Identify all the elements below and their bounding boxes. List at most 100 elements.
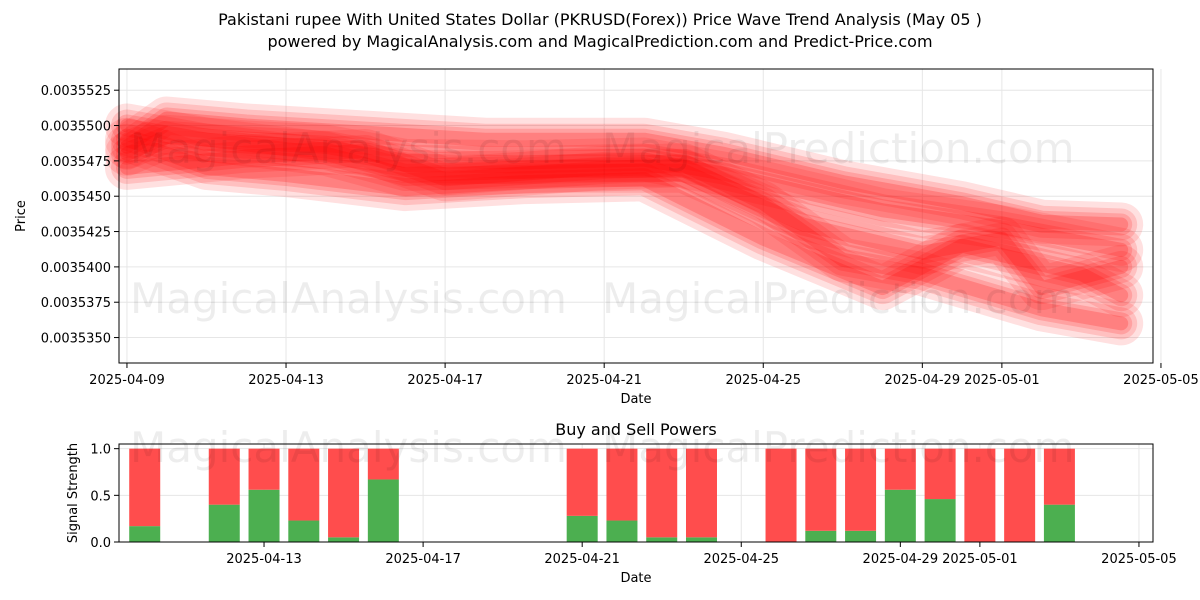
price-y-axis: 0.0035350 0.0035375 0.0035400 0.0035425 0.00… (41, 84, 119, 347)
buy-bar (248, 489, 280, 542)
signal-y-axis: 0.0 0.5 1.0 (90, 443, 119, 551)
sell-bar (884, 448, 916, 490)
price-x-tick-label: 2025-04-25 (725, 373, 801, 388)
signal-x-tick-label: 2025-05-05 (1101, 552, 1177, 567)
price-y-tick-label: 0.0035425 (41, 226, 111, 241)
price-wave-series-2 (120, 144, 1129, 331)
price-x-tick-label: 2025-04-13 (248, 373, 324, 388)
sell-bar (248, 448, 280, 490)
price-x-tick-label: 2025-04-09 (89, 373, 165, 388)
price-wave-series-4 (116, 107, 1133, 236)
price-wave-series-4 (111, 102, 1138, 241)
signal-y-tick-label: 0.0 (90, 536, 111, 551)
price-wave-series-3 (120, 132, 1129, 303)
sell-bar (566, 448, 598, 516)
signal-chart-title: Buy and Sell Powers (555, 420, 717, 439)
price-x-tick-label: 2025-05-05 (1123, 373, 1199, 388)
signal-y-axis-label: Signal Strength (66, 443, 81, 543)
signal-x-tick-label: 2025-05-01 (942, 552, 1018, 567)
buy-bar (606, 520, 638, 542)
price-wave-series-3 (111, 123, 1138, 312)
price-wave-series-2 (111, 135, 1138, 340)
buy-bar (208, 504, 240, 542)
sell-bar (646, 448, 678, 538)
price-x-axis-label: Date (620, 392, 651, 407)
watermark-prediction-2: MagicalPrediction.com (602, 274, 1075, 323)
price-wave-series-3 (116, 128, 1133, 307)
price-wave-series-0 (111, 120, 1138, 266)
price-y-tick-label: 0.0035500 (41, 120, 111, 135)
price-plot-frame (118, 68, 1154, 364)
buy-bar (845, 530, 877, 542)
price-y-tick-label: 0.0035525 (41, 84, 111, 99)
price-x-tick-label: 2025-05-01 (964, 373, 1040, 388)
buy-bar (129, 526, 161, 542)
price-y-tick-label: 0.0035350 (41, 332, 111, 347)
signal-x-tick-label: 2025-04-21 (544, 552, 620, 567)
buy-bar (924, 499, 956, 542)
watermark-analysis-1: MagicalAnalysis.com (130, 124, 567, 173)
signal-y-tick-label: 1.0 (90, 443, 111, 458)
sell-bar (765, 448, 797, 542)
buy-bar (1043, 504, 1075, 542)
price-y-tick-label: 0.0035450 (41, 190, 111, 205)
sell-bar (328, 448, 360, 538)
signal-plot-frame (118, 443, 1154, 543)
signal-bars (129, 448, 1075, 542)
signal-x-tick-label: 2025-04-13 (226, 552, 302, 567)
price-waves (105, 96, 1144, 346)
sell-bar (685, 448, 717, 538)
price-wave-series-3 (105, 117, 1144, 318)
sell-bar (208, 448, 240, 505)
price-y-tick-label: 0.0035400 (41, 261, 111, 276)
sell-bar (924, 448, 956, 500)
price-wave-series-1 (105, 103, 1144, 311)
buy-bar (288, 520, 320, 542)
price-grid (119, 69, 1162, 363)
buy-bar (328, 537, 360, 542)
price-wave-series-0 (116, 125, 1133, 261)
buy-bar (685, 537, 717, 542)
price-x-tick-label: 2025-04-17 (407, 373, 483, 388)
sell-bar (1043, 448, 1075, 505)
price-y-axis-label: Price (14, 200, 29, 232)
watermark-analysis-2: MagicalAnalysis.com (130, 274, 567, 323)
watermark-prediction-1: MagicalPrediction.com (602, 124, 1075, 173)
price-x-tick-label: 2025-04-21 (566, 373, 642, 388)
price-y-tick-label: 0.0035375 (41, 296, 111, 311)
price-wave-series-0 (105, 114, 1144, 272)
buy-bar (884, 489, 916, 542)
signal-x-tick-label: 2025-04-25 (703, 552, 779, 567)
chart-title-line2: powered by MagicalAnalysis.com and Magic… (267, 32, 932, 51)
price-wave-series-1 (116, 114, 1133, 300)
sell-bar (1004, 448, 1036, 542)
sell-bar (805, 448, 837, 531)
price-wave-series-2 (116, 140, 1133, 335)
sell-bar (964, 448, 996, 542)
price-wave-series-1 (120, 118, 1129, 296)
watermark-analysis-3: MagicalAnalysis.com (130, 423, 567, 472)
signal-x-tick-label: 2025-04-29 (863, 552, 939, 567)
sell-bar (288, 448, 320, 521)
price-wave-series-4 (120, 111, 1129, 232)
price-y-tick-label: 0.0035475 (41, 155, 111, 170)
buy-bar (646, 537, 678, 542)
sell-bar (367, 448, 399, 480)
sell-bar (845, 448, 877, 531)
chart-title-line1: Pakistani rupee With United States Dolla… (218, 10, 982, 29)
buy-bar (367, 479, 399, 542)
price-x-tick-label: 2025-04-29 (885, 373, 961, 388)
signal-watermarks: MagicalAnalysis.com MagicalPrediction.co… (130, 423, 1075, 472)
signal-x-tick-label: 2025-04-17 (385, 552, 461, 567)
price-x-axis: 2025-04-09 2025-04-13 2025-04-17 2025-04-21… (89, 363, 1199, 388)
signal-y-tick-label: 0.5 (90, 489, 111, 504)
price-wave-series-2 (105, 129, 1144, 346)
price-wave-series-4 (105, 96, 1144, 247)
buy-bar (566, 515, 598, 542)
price-wave-series-1 (111, 109, 1138, 305)
price-watermarks: MagicalAnalysis.com MagicalPrediction.co… (130, 124, 1075, 323)
signal-x-axis-label: Date (620, 571, 651, 586)
sell-bar (606, 448, 638, 521)
watermark-prediction-3: MagicalPrediction.com (602, 423, 1075, 472)
